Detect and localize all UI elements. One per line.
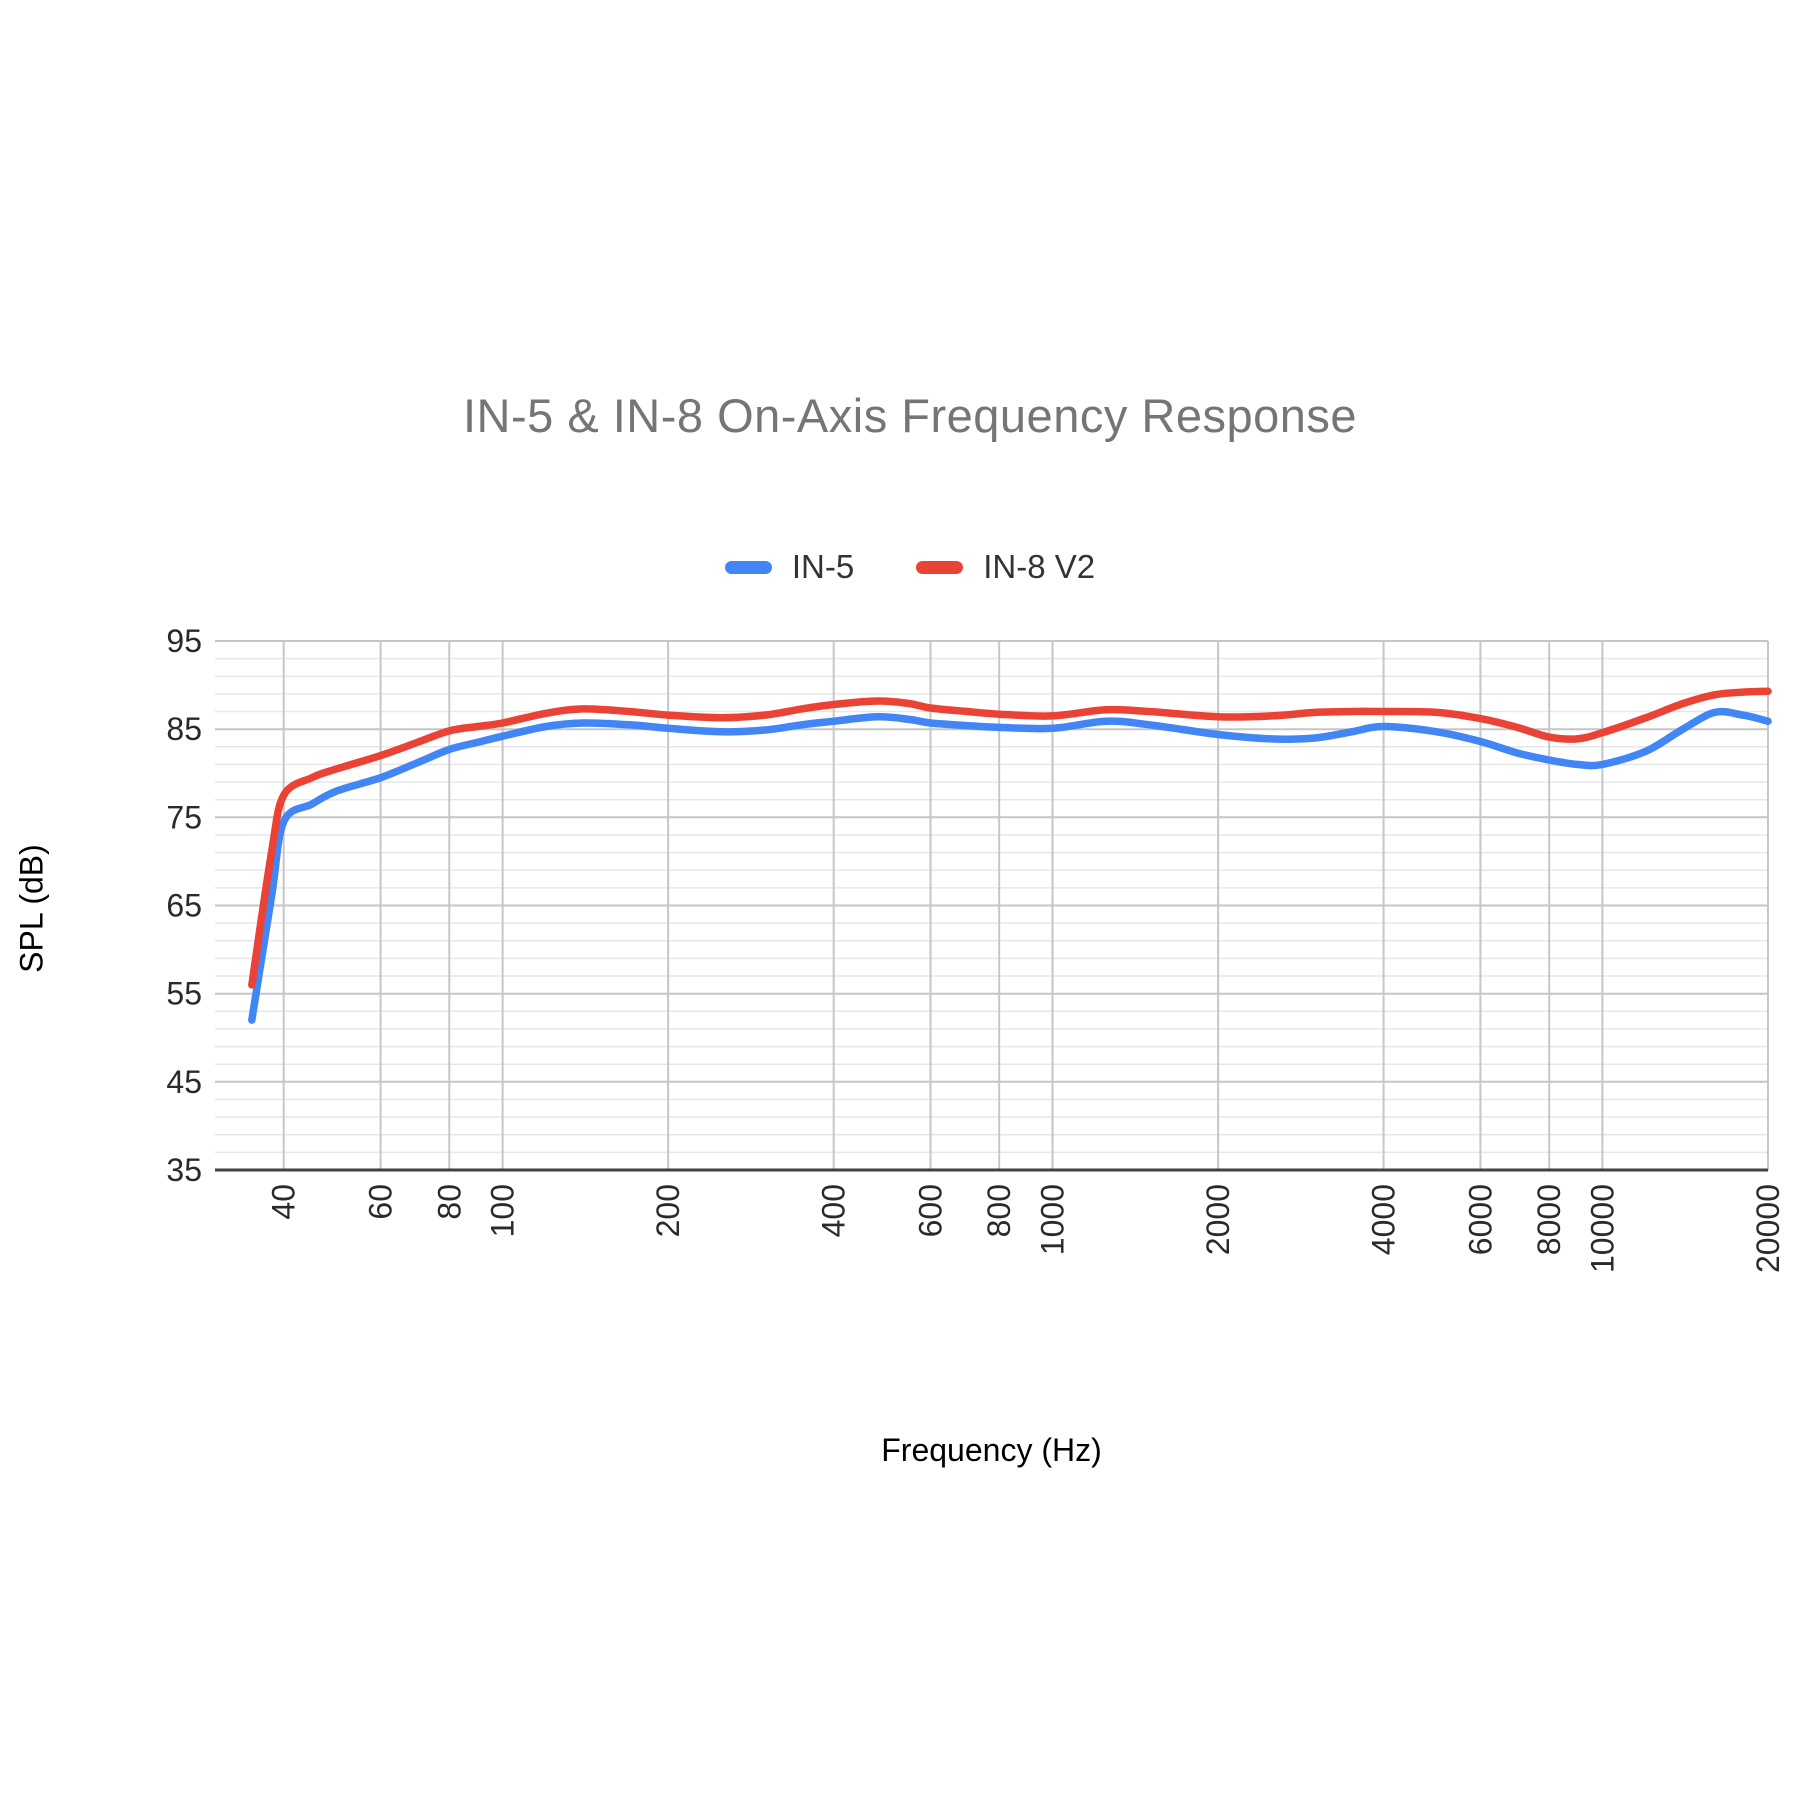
- legend-label-in5: IN-5: [791, 548, 855, 585]
- y-tick-label: 45: [166, 1064, 202, 1100]
- y-tick-label: 95: [166, 623, 202, 659]
- x-tick-label: 2000: [1200, 1184, 1236, 1255]
- y-tick-label: 65: [166, 888, 202, 924]
- series-line-in-5[interactable]: [248, 707, 1772, 1024]
- legend-label-in8v2: IN-8 V2: [983, 548, 1096, 585]
- y-tick-label: 55: [166, 976, 202, 1012]
- x-tick-label: 60: [363, 1184, 399, 1220]
- x-tick-label: 100: [485, 1184, 521, 1237]
- x-tick-label: 6000: [1462, 1184, 1498, 1255]
- x-tick-label: 400: [816, 1184, 852, 1237]
- x-axis-title: Frequency (Hz): [881, 1432, 1102, 1468]
- legend-swatch-in5: [724, 560, 772, 574]
- x-tick-label: 1000: [1035, 1184, 1071, 1255]
- x-tick-label: 40: [266, 1184, 302, 1220]
- y-tick-label: 35: [166, 1152, 202, 1188]
- chart-legend: IN-5 IN-8 V2: [0, 548, 1820, 586]
- legend-item-in8v2[interactable]: IN-8 V2: [916, 548, 1095, 586]
- legend-swatch-in8v2: [916, 560, 964, 574]
- x-tick-label: 200: [650, 1184, 686, 1237]
- chart-title: IN-5 & IN-8 On-Axis Frequency Response: [462, 389, 1358, 442]
- y-axis-title: SPL (dB): [13, 844, 50, 973]
- y-tick-label: 85: [166, 711, 202, 747]
- y-tick-label: 75: [166, 799, 202, 835]
- x-tick-label: 20000: [1750, 1184, 1786, 1273]
- series-line-in-8-v2[interactable]: [248, 687, 1772, 989]
- x-tick-label: 800: [981, 1184, 1017, 1237]
- legend-item-in5[interactable]: IN-5: [724, 548, 855, 586]
- x-tick-label: 8000: [1531, 1184, 1567, 1255]
- x-tick-label: 10000: [1584, 1184, 1620, 1273]
- x-tick-label: 600: [913, 1184, 949, 1237]
- x-tick-label: 80: [431, 1184, 467, 1220]
- x-tick-label: 4000: [1366, 1184, 1402, 1255]
